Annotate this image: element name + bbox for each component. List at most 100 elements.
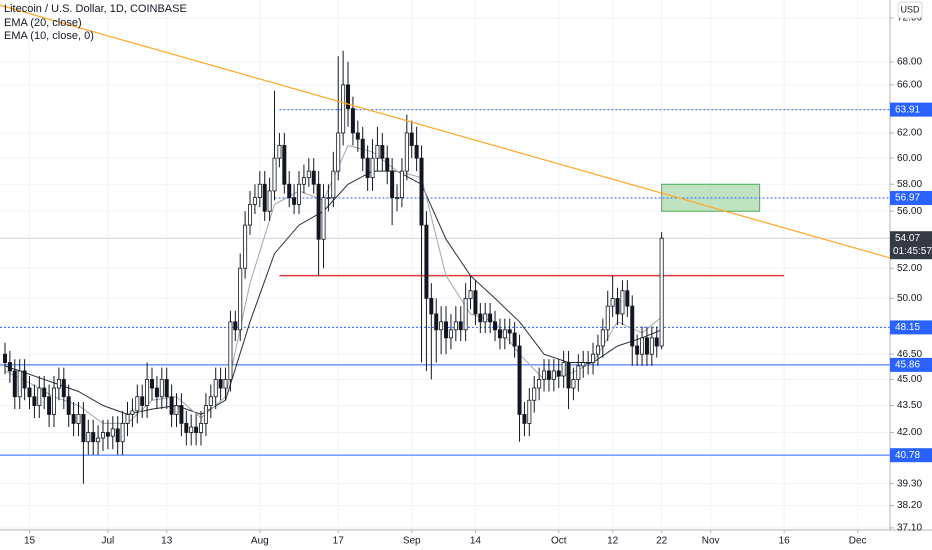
x-tick-label: 12 <box>607 536 619 547</box>
currency-box[interactable] <box>897 1 923 19</box>
candle-body <box>595 345 600 355</box>
candle-body <box>61 379 66 398</box>
y-tick-label: 66.00 <box>897 80 922 91</box>
x-tick-label: 15 <box>24 536 36 547</box>
candle-body <box>395 197 400 200</box>
price-label-box <box>890 357 932 372</box>
candle-body <box>164 379 169 398</box>
candle-body <box>125 414 130 424</box>
candle-body <box>375 145 380 159</box>
candle-body <box>439 321 444 331</box>
current-price-box <box>890 231 932 260</box>
x-tick-label: 22 <box>656 536 668 547</box>
candle-body <box>37 387 42 406</box>
legend-entry: EMA (20, close) <box>4 17 82 29</box>
candle-body <box>448 329 453 339</box>
candle-body <box>76 414 81 424</box>
x-tick-label: Sep <box>403 536 421 547</box>
candle-body <box>468 290 473 299</box>
candle-body <box>105 432 110 437</box>
x-tick-label: Jul <box>102 536 115 547</box>
candle-body <box>502 329 507 339</box>
candle-body <box>174 405 179 415</box>
candle-body <box>600 329 605 347</box>
candle-body <box>341 84 346 134</box>
y-tick-label: 58.00 <box>897 179 922 190</box>
candle-body <box>424 224 429 299</box>
candle-body <box>507 329 512 334</box>
x-tick-label: 14 <box>470 536 482 547</box>
candle-body <box>120 423 125 443</box>
candle-body <box>12 370 17 398</box>
candle-body <box>267 190 272 212</box>
price-label-box <box>890 191 932 206</box>
countdown: 01:45:57 <box>893 246 932 257</box>
y-tick-label: 46.50 <box>897 349 922 360</box>
candle-body <box>434 313 439 331</box>
candle-body <box>86 432 91 443</box>
candle-body <box>522 414 527 424</box>
y-tick-label: 38.20 <box>897 500 922 511</box>
price-label: 48.15 <box>895 322 920 333</box>
candle-body <box>581 362 586 367</box>
price-label: 45.86 <box>895 360 920 371</box>
candle-body <box>556 370 561 377</box>
x-tick-label: Dec <box>849 536 867 547</box>
candle-body <box>566 362 571 389</box>
price-label: 40.78 <box>895 450 920 461</box>
candle-body <box>620 290 625 315</box>
candle-body <box>272 157 277 192</box>
candle-body <box>169 396 174 415</box>
candle-body <box>316 183 321 240</box>
candle-body <box>184 423 189 433</box>
candle-body <box>635 345 640 355</box>
candle-body <box>292 197 297 205</box>
candle-body <box>365 157 370 179</box>
candle-body <box>350 108 355 134</box>
candle-body <box>591 353 596 363</box>
candle-body <box>96 437 101 443</box>
candle-body <box>649 337 654 355</box>
y-tick-label: 60.00 <box>897 153 922 164</box>
candle-body <box>262 183 267 212</box>
current-price-label: 54.07 <box>895 233 920 244</box>
candle-body <box>355 132 360 140</box>
candle-body <box>282 145 287 185</box>
candle-body <box>458 321 463 331</box>
candle-body <box>7 362 12 372</box>
candle-body <box>336 132 341 172</box>
ema-line <box>4 144 662 424</box>
candle-body <box>287 183 292 199</box>
candle-body <box>463 298 468 331</box>
candle-body <box>306 170 311 179</box>
candle-body <box>488 313 493 323</box>
candle-body <box>483 313 488 323</box>
candle-body <box>546 370 551 380</box>
y-tick-label: 56.00 <box>897 206 922 217</box>
candle-body <box>346 84 351 109</box>
candle-body <box>404 132 409 172</box>
candle-body <box>360 138 365 159</box>
candle-body <box>228 321 233 380</box>
candle-body <box>630 305 635 347</box>
grid <box>0 0 890 530</box>
candle-body <box>640 337 645 355</box>
candle-body <box>194 426 199 433</box>
candle-body <box>571 379 576 389</box>
candle-body <box>248 204 253 226</box>
candle-body <box>159 379 164 398</box>
y-tick-label: 52.00 <box>897 263 922 274</box>
candle-body <box>512 332 517 347</box>
candle-body <box>527 399 532 424</box>
candle-body <box>473 290 478 315</box>
candle-body <box>66 396 71 415</box>
candle-body <box>551 370 556 380</box>
y-tick-label: 50.00 <box>897 293 922 304</box>
price-label: 56.97 <box>895 193 920 204</box>
time-axis <box>0 530 932 550</box>
candle-body <box>47 396 52 415</box>
candle-body <box>385 157 390 172</box>
candle-body <box>223 379 228 389</box>
candle-body <box>493 321 498 331</box>
candle-body <box>537 379 542 389</box>
